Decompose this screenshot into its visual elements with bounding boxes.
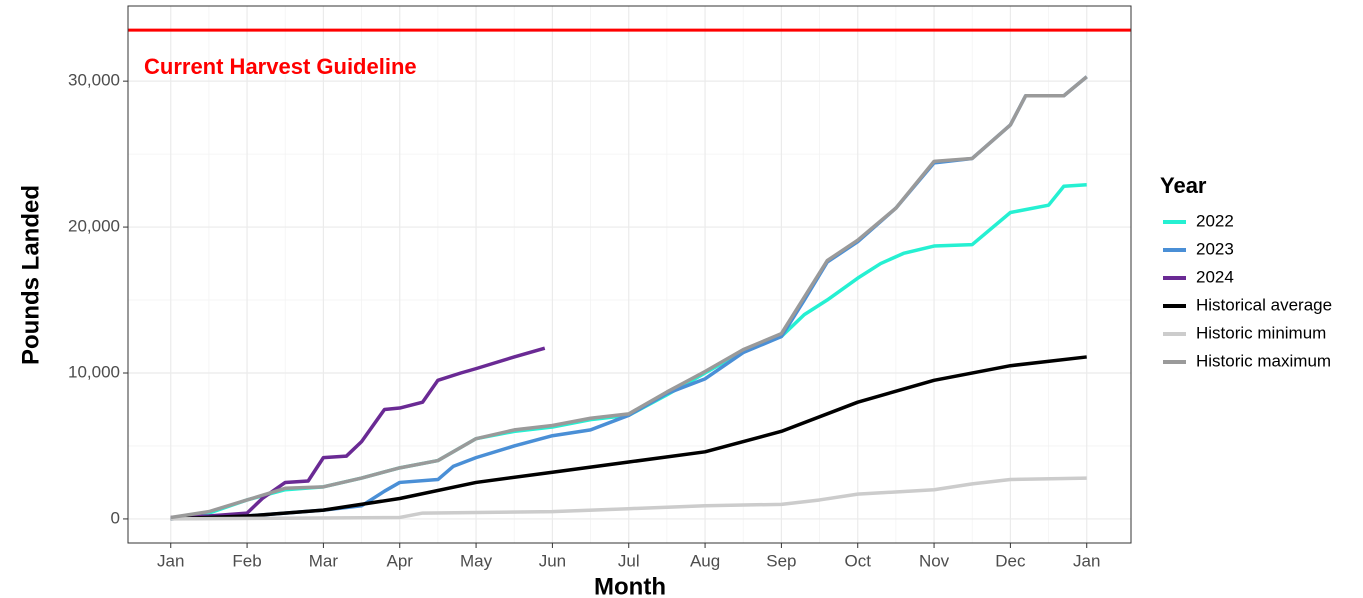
x-tick-label: Apr	[387, 551, 414, 570]
series-line	[170, 476, 1087, 521]
x-tick-label: Aug	[690, 551, 720, 570]
x-tick-label: Jun	[539, 551, 566, 570]
plot-border	[127, 5, 1132, 544]
legend-title: Year	[1160, 173, 1207, 198]
x-axis-label: Month	[594, 573, 666, 598]
guideline-label: Current Harvest Guideline	[144, 54, 417, 79]
series-line	[170, 75, 1088, 520]
y-tick-label: 0	[111, 508, 120, 527]
x-tick-label: Sep	[766, 551, 796, 570]
legend-label: Historical average	[1196, 295, 1332, 314]
y-tick-label: 10,000	[68, 362, 120, 381]
x-tick-label: Mar	[309, 551, 339, 570]
x-tick-label: Oct	[845, 551, 872, 570]
series-line	[170, 346, 546, 520]
legend-label: 2024	[1196, 267, 1234, 286]
y-tick-label: 30,000	[68, 71, 120, 90]
y-tick-label: 20,000	[68, 217, 120, 236]
x-tick-label: Dec	[995, 551, 1026, 570]
legend-label: Historic maximum	[1196, 351, 1331, 370]
x-tick-label: Jan	[1073, 551, 1100, 570]
legend-label: Historic minimum	[1196, 323, 1326, 342]
x-tick-label: Feb	[232, 551, 261, 570]
y-axis-label: Pounds Landed	[17, 185, 44, 365]
legend-label: 2023	[1196, 239, 1234, 258]
x-tick-label: Jul	[618, 551, 640, 570]
series-line	[170, 355, 1087, 521]
legend-label: 2022	[1196, 211, 1234, 230]
x-tick-label: Nov	[919, 551, 950, 570]
x-tick-label: May	[460, 551, 493, 570]
x-tick-label: Jan	[157, 551, 184, 570]
